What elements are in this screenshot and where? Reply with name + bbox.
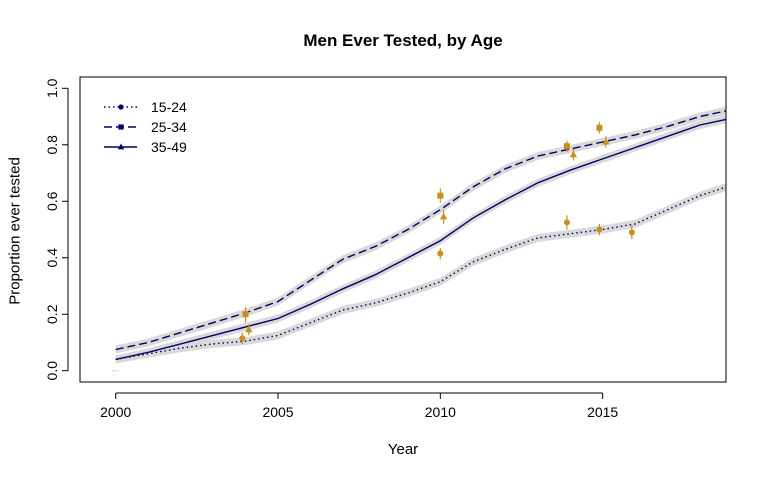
point-35-49-0 [245,325,253,333]
y-tick-label-3: 0.6 [44,191,60,211]
y-tick-label-2: 0.4 [44,248,60,268]
line-15-24 [115,186,727,361]
point-15-24-4 [628,229,635,236]
legend-label-25-34: 25-34 [151,119,187,135]
x-tick-label-2000: 2000 [100,404,131,420]
line-35-49 [115,118,727,361]
point-25-34-3 [596,124,603,131]
y-tick-label-1: 0.2 [44,304,60,324]
x-axis-label: Year [387,441,419,458]
y-tick-label-5: 1.0 [44,78,60,98]
axes: 2000 2005 2010 2015 0.0 0.2 0.4 0.6 0.8 1.0 [44,76,727,420]
point-15-24-0 [239,335,246,342]
point-15-24-3 [596,226,603,233]
band-35-49 [115,115,726,364]
x-tick-label-2010: 2010 [425,404,456,420]
point-25-34-2 [563,143,570,150]
legend: 15-24 25-34 35-49 [104,99,187,155]
point-25-34-0 [242,311,249,318]
series-lines [115,110,727,361]
y-tick-label-4: 0.8 [44,135,60,155]
y-tick-label-0: 0.0 [44,361,60,381]
legend-marker-35-49 [117,143,125,150]
confidence-bands [115,106,726,364]
point-15-24-2 [563,219,570,226]
legend-marker-15-24 [118,104,124,110]
line-25-34 [115,110,727,351]
point-35-49-1 [439,212,448,220]
point-15-24-1 [437,250,444,257]
plot-frame [79,76,727,383]
observed-points [112,122,635,372]
chart-title: Men Ever Tested, by Age [303,31,503,50]
x-tick-label-2005: 2005 [262,404,293,420]
point-25-34-1 [437,192,444,199]
point-35-49-2 [569,150,578,158]
legend-label-35-49: 35-49 [151,139,187,155]
point-35-49-3 [602,137,610,145]
legend-label-15-24: 15-24 [151,99,187,115]
x-tick-label-2015: 2015 [587,404,618,420]
legend-marker-25-34 [118,124,124,130]
